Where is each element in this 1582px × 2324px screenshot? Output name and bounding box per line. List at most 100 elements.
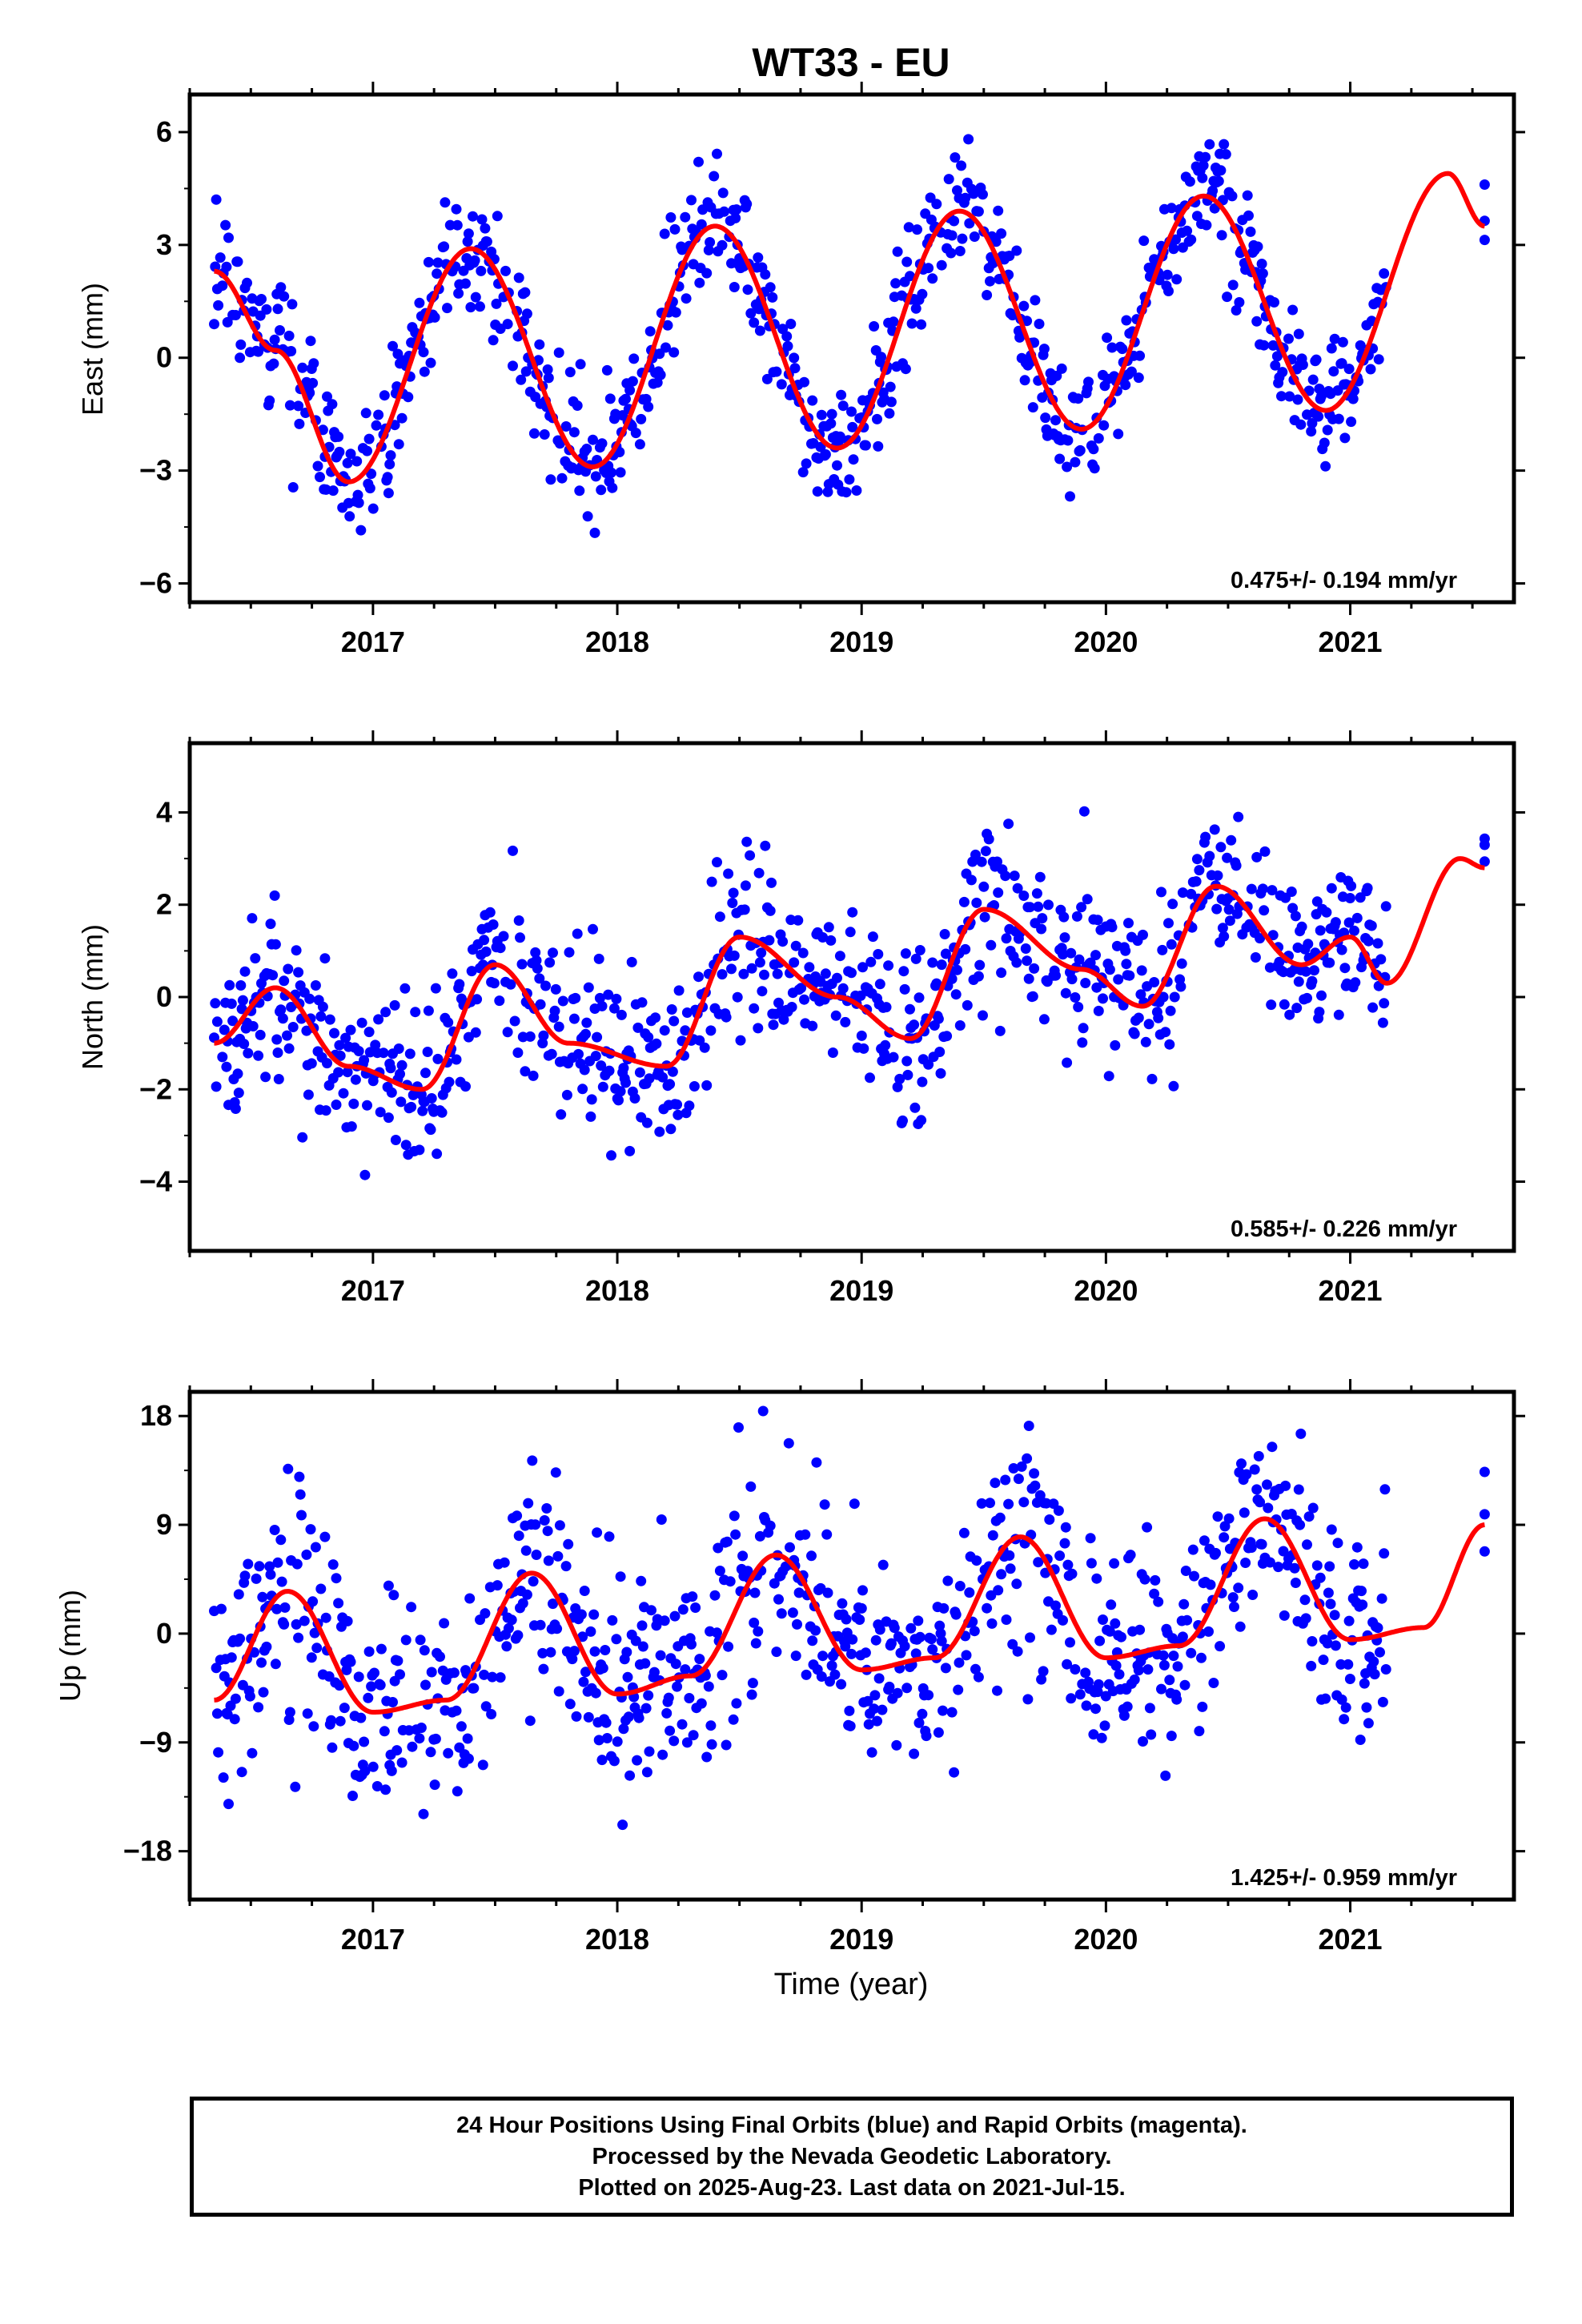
data-point <box>1307 1502 1319 1514</box>
data-point <box>393 439 404 450</box>
data-point <box>917 1708 928 1719</box>
data-point <box>311 1642 323 1654</box>
data-point <box>385 450 396 461</box>
data-point <box>1030 1480 1041 1491</box>
data-point <box>400 1140 412 1151</box>
data-point <box>582 511 593 522</box>
data-point <box>954 246 966 256</box>
data-point <box>832 460 842 471</box>
data-point <box>974 959 986 971</box>
data-point <box>423 256 434 267</box>
data-point <box>432 1148 443 1160</box>
data-point <box>554 438 565 449</box>
data-point <box>1019 375 1030 386</box>
data-point <box>1080 1667 1091 1679</box>
data-point <box>986 1618 998 1629</box>
scatter-points <box>209 134 1490 538</box>
data-point <box>261 1641 272 1652</box>
data-point <box>1215 165 1227 176</box>
data-point <box>611 993 622 1004</box>
data-point <box>694 1654 705 1665</box>
data-point <box>502 319 513 330</box>
data-point <box>637 1641 648 1652</box>
data-point <box>885 396 897 408</box>
data-point <box>1315 925 1326 936</box>
data-point <box>224 979 235 991</box>
data-point <box>488 335 499 346</box>
data-point <box>910 953 921 964</box>
data-point <box>851 485 862 496</box>
data-point <box>837 1598 848 1609</box>
data-point <box>1479 1466 1490 1478</box>
data-point <box>1252 241 1263 252</box>
data-point <box>1246 1542 1257 1553</box>
data-point <box>588 1609 600 1620</box>
data-point <box>719 206 729 217</box>
data-point <box>1379 268 1390 279</box>
x-tick-label: 2020 <box>1074 1274 1138 1307</box>
data-point <box>841 487 852 498</box>
data-point <box>1033 901 1044 912</box>
data-point <box>662 320 673 331</box>
data-point <box>462 1733 473 1744</box>
data-point <box>669 1015 680 1027</box>
data-point <box>1170 234 1181 245</box>
data-point <box>1333 1009 1344 1020</box>
data-point <box>335 1715 346 1727</box>
data-point <box>1034 319 1045 329</box>
data-point <box>440 197 451 208</box>
data-point <box>385 1063 396 1074</box>
data-point <box>1164 1675 1175 1686</box>
data-point <box>914 945 926 955</box>
data-point <box>973 971 984 982</box>
data-point <box>366 468 377 480</box>
data-point <box>335 1050 346 1061</box>
data-point <box>666 1004 677 1015</box>
data-point <box>333 1067 344 1078</box>
data-point <box>630 1635 641 1647</box>
data-point <box>571 1711 582 1722</box>
data-point <box>636 1575 647 1586</box>
data-point <box>396 1757 408 1768</box>
data-point <box>293 967 304 978</box>
data-point <box>575 359 586 370</box>
data-point <box>253 346 264 357</box>
data-point <box>1284 1009 1295 1020</box>
data-point <box>656 1514 667 1525</box>
data-point <box>462 236 473 247</box>
data-point <box>636 997 648 1008</box>
data-point <box>1315 1572 1326 1583</box>
data-point <box>585 1111 596 1122</box>
data-point <box>218 1772 229 1783</box>
data-point <box>1200 831 1211 842</box>
data-point <box>229 1714 240 1725</box>
data-point <box>633 1712 644 1723</box>
data-point <box>588 434 598 445</box>
data-point <box>921 1731 932 1742</box>
data-point <box>643 401 654 412</box>
data-point <box>841 1614 852 1625</box>
data-point <box>552 1550 564 1562</box>
y-tick-label: 6 <box>156 115 172 148</box>
data-point <box>863 1719 874 1730</box>
data-point <box>453 287 464 299</box>
data-point <box>1295 419 1307 430</box>
data-point <box>898 966 909 977</box>
data-point <box>211 1708 223 1719</box>
data-point <box>934 1620 946 1631</box>
data-point <box>1118 1710 1130 1721</box>
data-point <box>1256 1538 1267 1550</box>
data-point <box>545 474 556 485</box>
data-point <box>513 915 524 926</box>
data-point <box>1196 1652 1207 1663</box>
data-point <box>1003 818 1014 830</box>
data-point <box>1134 350 1146 361</box>
data-point <box>579 1586 590 1596</box>
data-point <box>840 1016 851 1027</box>
data-point <box>677 1604 689 1615</box>
data-point <box>517 1598 528 1609</box>
data-point <box>574 485 585 497</box>
data-point <box>902 1069 913 1080</box>
data-point <box>375 1679 386 1691</box>
data-point <box>781 331 793 342</box>
